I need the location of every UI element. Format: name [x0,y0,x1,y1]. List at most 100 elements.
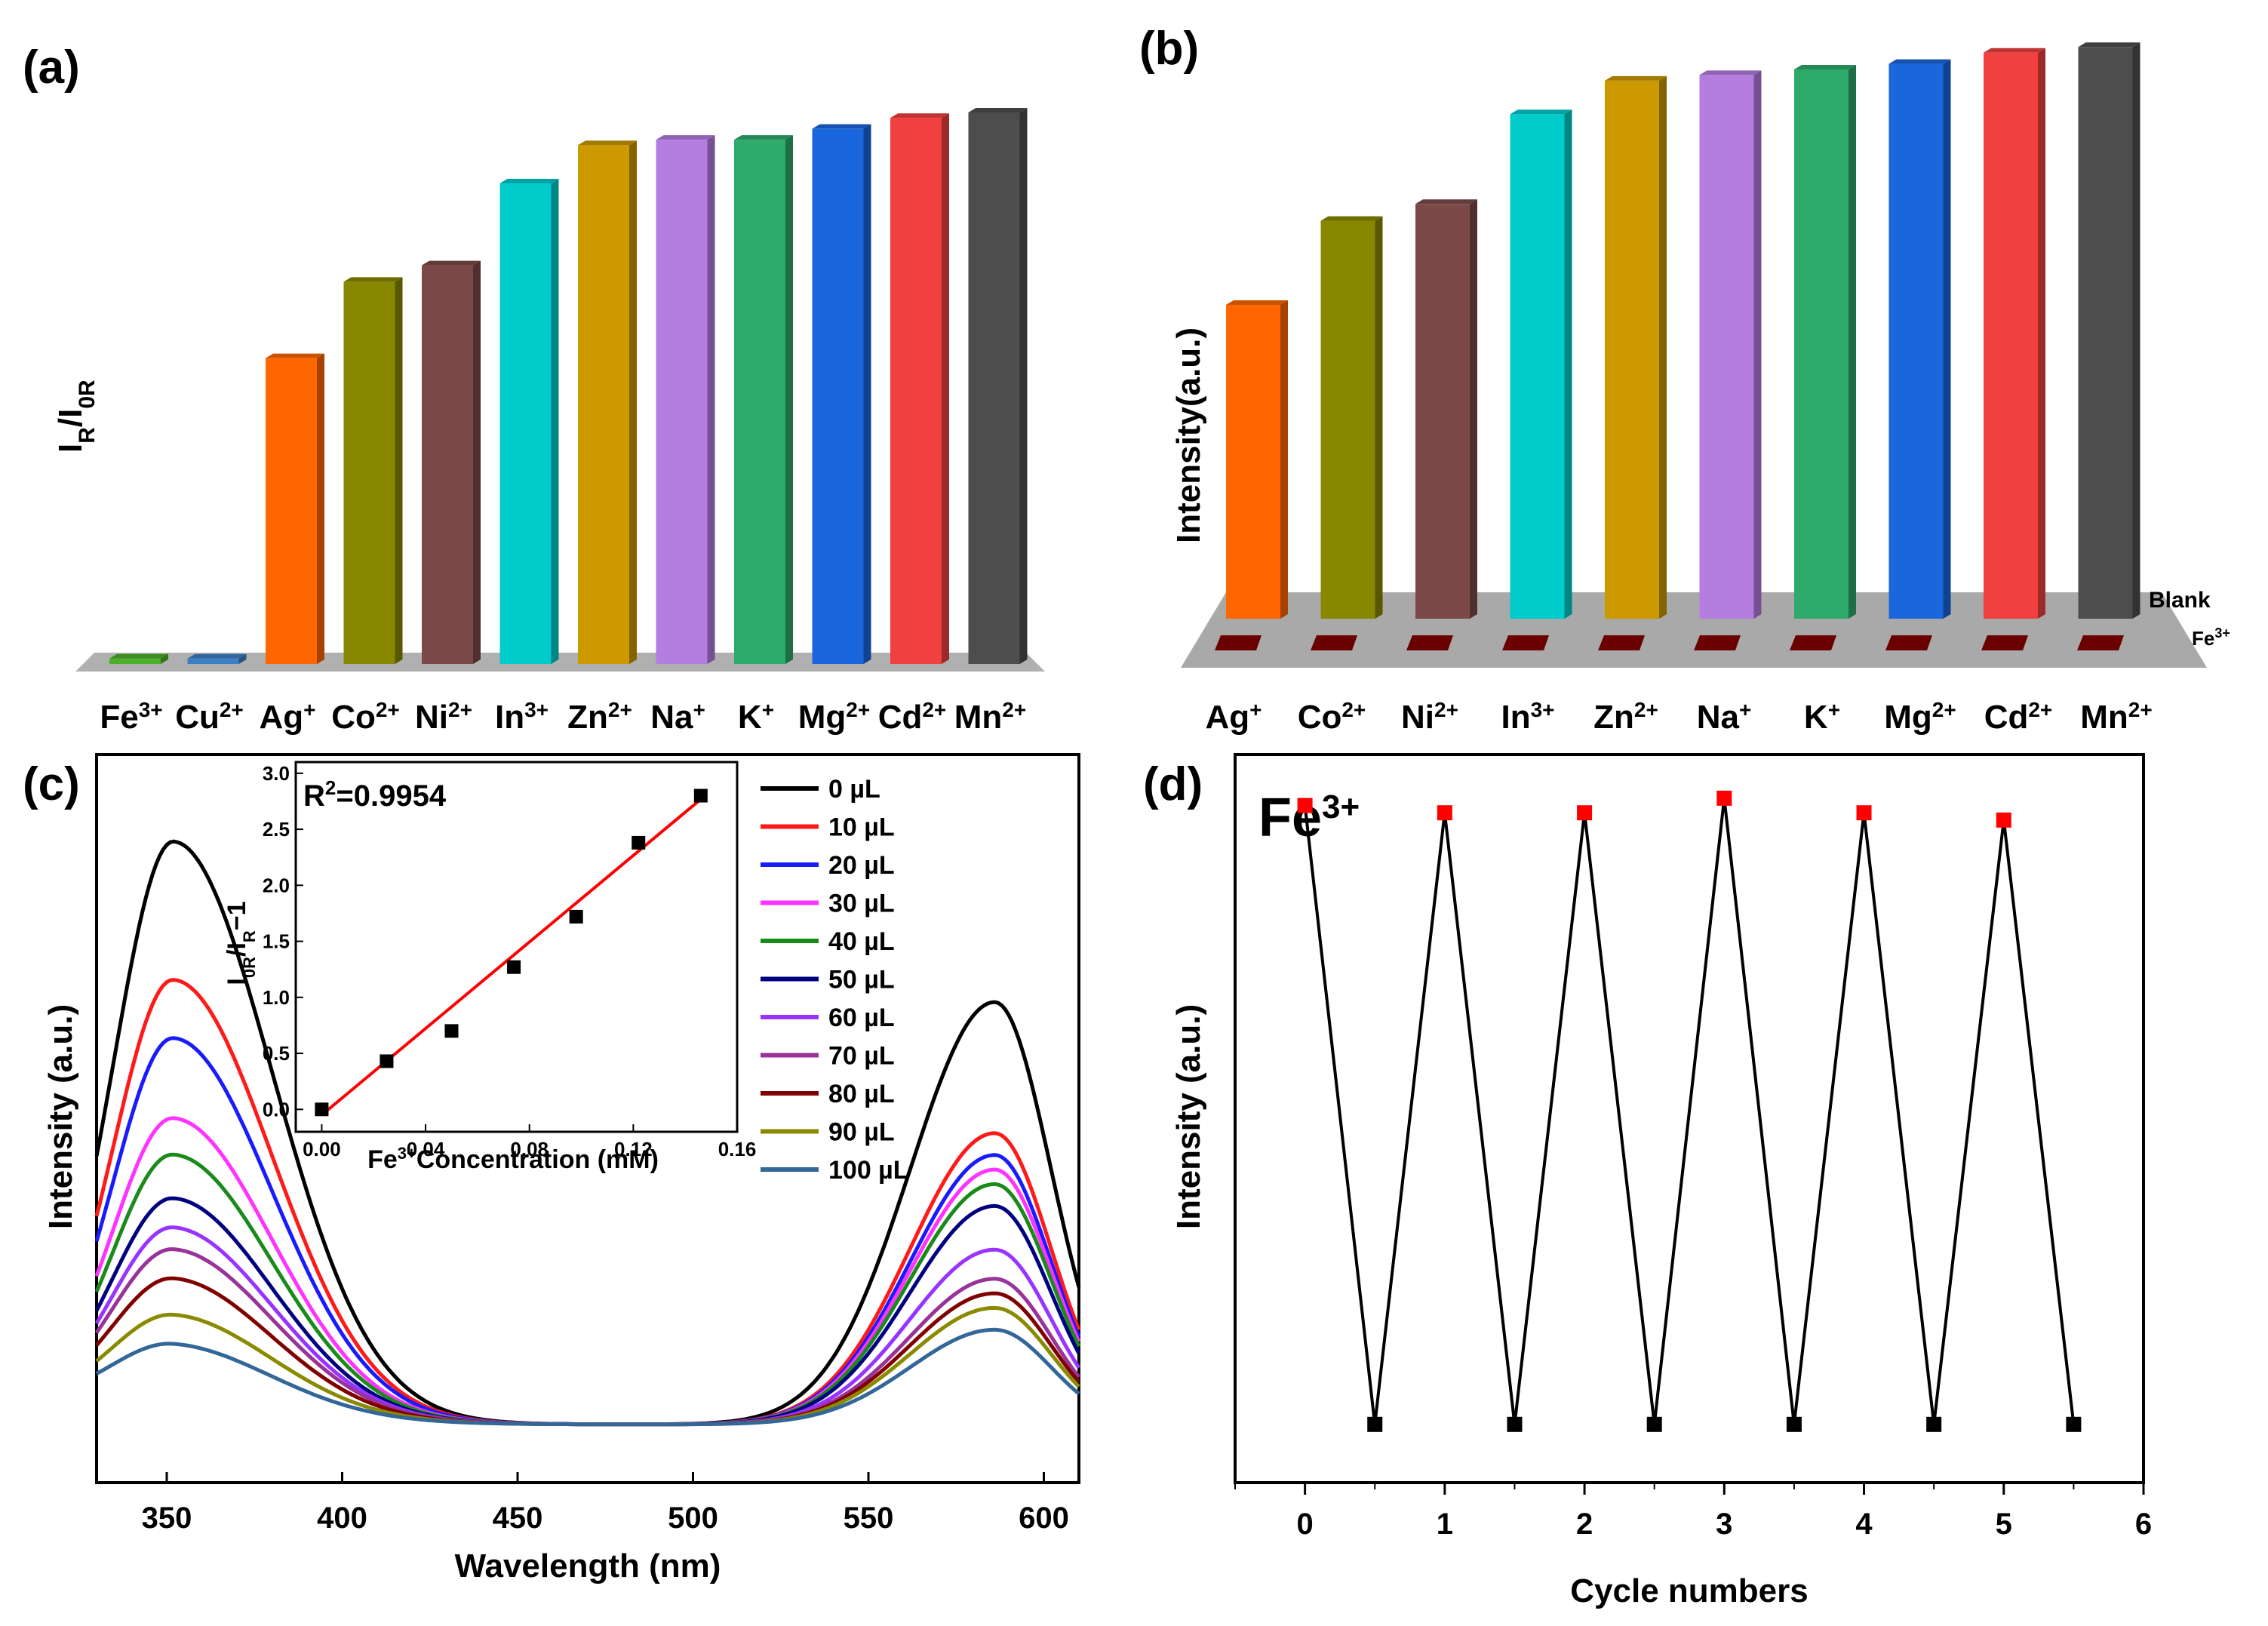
chart-d-point-low [1786,1416,1802,1432]
chart-a-tick-label: Mn2+ [954,698,1026,736]
chart-d-point-low [2066,1416,2082,1432]
chart-c-xtick-label: 450 [493,1502,543,1535]
chart-b-bar-fe [2077,635,2124,650]
chart-d-title: Fe3+ [1258,788,1360,848]
chart-b-bar-blank [1794,65,1856,619]
chart-b-bar-blank [1320,216,1383,619]
chart-d-xtick-label: 6 [2135,1508,2152,1541]
chart-c-series-line [95,1327,1080,1427]
inset-point [632,835,646,850]
inset-ytick-label: 3.0 [263,762,290,785]
chart-c-legend-label: 20 µL [828,851,895,880]
chart-d-point-high [1856,805,1872,821]
chart-b-series-blank-label: Blank [2149,588,2211,613]
chart-b-tick-label: Zn2+ [1593,698,1658,736]
chart-b-bar-fe [1598,635,1645,650]
inset-ytick-label: 1.5 [263,930,290,953]
chart-b-bar-fe [1790,635,1836,650]
chart-b-bar-blank [1226,300,1288,619]
chart-d-point-high [1996,812,2011,828]
chart-a-tick-label: Cu2+ [175,698,244,736]
chart-c-frame [95,753,1080,1484]
chart-a-bar [968,107,1028,664]
inset-xtick-label: 0.08 [510,1138,549,1160]
chart-a-tick-label: Ni2+ [415,698,472,736]
chart-b-tick-label: Mg2+ [1884,698,1956,736]
chart-c-legend-label: 0 µL [828,775,880,804]
panel-label-d: (d) [1143,758,1203,810]
chart-b-tick-label: Na+ [1697,698,1752,736]
chart-c-ylabel: Intensity (a.u.) [42,1004,79,1229]
chart-b-tick-label: In3+ [1501,698,1554,736]
chart-b-tick-label: Co2+ [1298,698,1366,736]
inset-ytick-label: 1.0 [263,986,290,1009]
chart-d-xlabel: Cycle numbers [1570,1572,1808,1609]
chart-a-tick-label: Cd2+ [878,698,947,736]
chart-b-bar-fe [1215,635,1262,650]
chart-d-point-high [1437,805,1452,821]
chart-c-xtick-label: 400 [317,1502,367,1535]
inset-xtick-label: 0.16 [718,1138,757,1160]
chart-b-bar-blank [1984,48,2045,619]
chart-d-frame [1234,753,2145,1484]
chart-d-xtick-label: 2 [1576,1508,1593,1541]
chart-a-bar [343,277,403,664]
chart-c-legend-label: 100 µL [828,1156,909,1185]
chart-d-xtick-label: 1 [1437,1508,1453,1541]
chart-a-tick-label: Fe3+ [100,698,162,736]
chart-b-tick-label: K+ [1804,698,1840,736]
chart-b-bar-fe [1502,635,1549,650]
inset-ytick-label: 2.0 [263,874,290,896]
chart-c-xlabel: Wavelength (nm) [455,1548,721,1585]
chart-d-xtick-label: 0 [1296,1508,1313,1541]
chart-c-legend-label: 10 µL [828,813,895,842]
chart-a-tick-label: Na+ [650,698,705,736]
chart-b-bar-fe [1885,635,1932,650]
inset-frame [294,761,739,1133]
chart-b-bar-blank [2078,42,2140,619]
inset-ytick-label: 0.0 [263,1098,290,1120]
chart-d-ylabel: Intensity (a.u.) [1170,1004,1207,1229]
chart-d-point-low [1646,1416,1662,1432]
chart-b-bar-blank [1415,199,1477,619]
chart-a-bar [499,179,559,665]
inset-xlabel: Fe3+Concentration (mM) [367,1144,659,1175]
chart-c-legend-label: 60 µL [828,1004,895,1032]
chart-a-bar [656,135,715,665]
chart-b: Intensity(a.u.) Ag+ Co2+ Ni2+ In3+ Zn2+ Na+ K+… [1170,42,2230,736]
chart-b-bar-fe [1406,635,1453,650]
inset-r2-annotation: R2=0.9954 [303,776,447,813]
chart-c-legend-label: 30 µL [828,890,895,918]
chart-a-bar [266,353,324,664]
inset-point [380,1054,394,1068]
chart-a-tick-label: Co2+ [331,698,400,736]
chart-d-point-low [1367,1416,1383,1432]
chart-d-point-low [1507,1416,1523,1432]
inset-point [693,788,708,803]
chart-b-bar-blank [1888,59,1951,619]
chart-c-legend-label: 70 µL [828,1042,895,1071]
inset-ytick-label: 0.5 [263,1042,290,1065]
chart-b-tick-label: Ni2+ [1401,698,1458,736]
panel-label-a: (a) [23,41,80,94]
chart-d-point-high [1297,798,1313,813]
chart-c-legend-label: 90 µL [828,1118,895,1147]
chart-a: IR/I0R Fe3+ Cu2+ Ag+ Co2+ Ni2+ In3+ Zn2+ Na+ K+ M… [52,107,1045,736]
chart-b-bar-fe [1694,635,1741,650]
chart-c-inset: 0.00 0.04 0.08 0.12 0.16 0.0 0.5 1.0 1.5 2.0 2.5 3.… [223,761,757,1175]
chart-b-bar-blank [1510,109,1572,619]
chart-d-cycle-line [1303,798,2076,1425]
chart-d: Fe3+ 0 1 2 3 4 5 6 Cycle numbers Intensity (a.… [1170,753,2152,1609]
chart-b-tick-label: Ag+ [1205,698,1262,736]
chart-c-xtick-label: 350 [142,1502,192,1535]
chart-a-bar [578,140,637,664]
chart-a-tick-label: Ag+ [259,698,315,736]
inset-point [507,960,521,974]
chart-a-ylabel: IR/I0R [52,380,100,453]
inset-point [315,1102,329,1117]
chart-a-bar [187,653,247,664]
chart-c-xtick-label: 600 [1019,1502,1069,1535]
chart-d-xtick-label: 5 [1996,1508,2012,1541]
chart-b-series-fe-label: Fe3+ [2192,626,2230,650]
inset-point [444,1024,459,1038]
